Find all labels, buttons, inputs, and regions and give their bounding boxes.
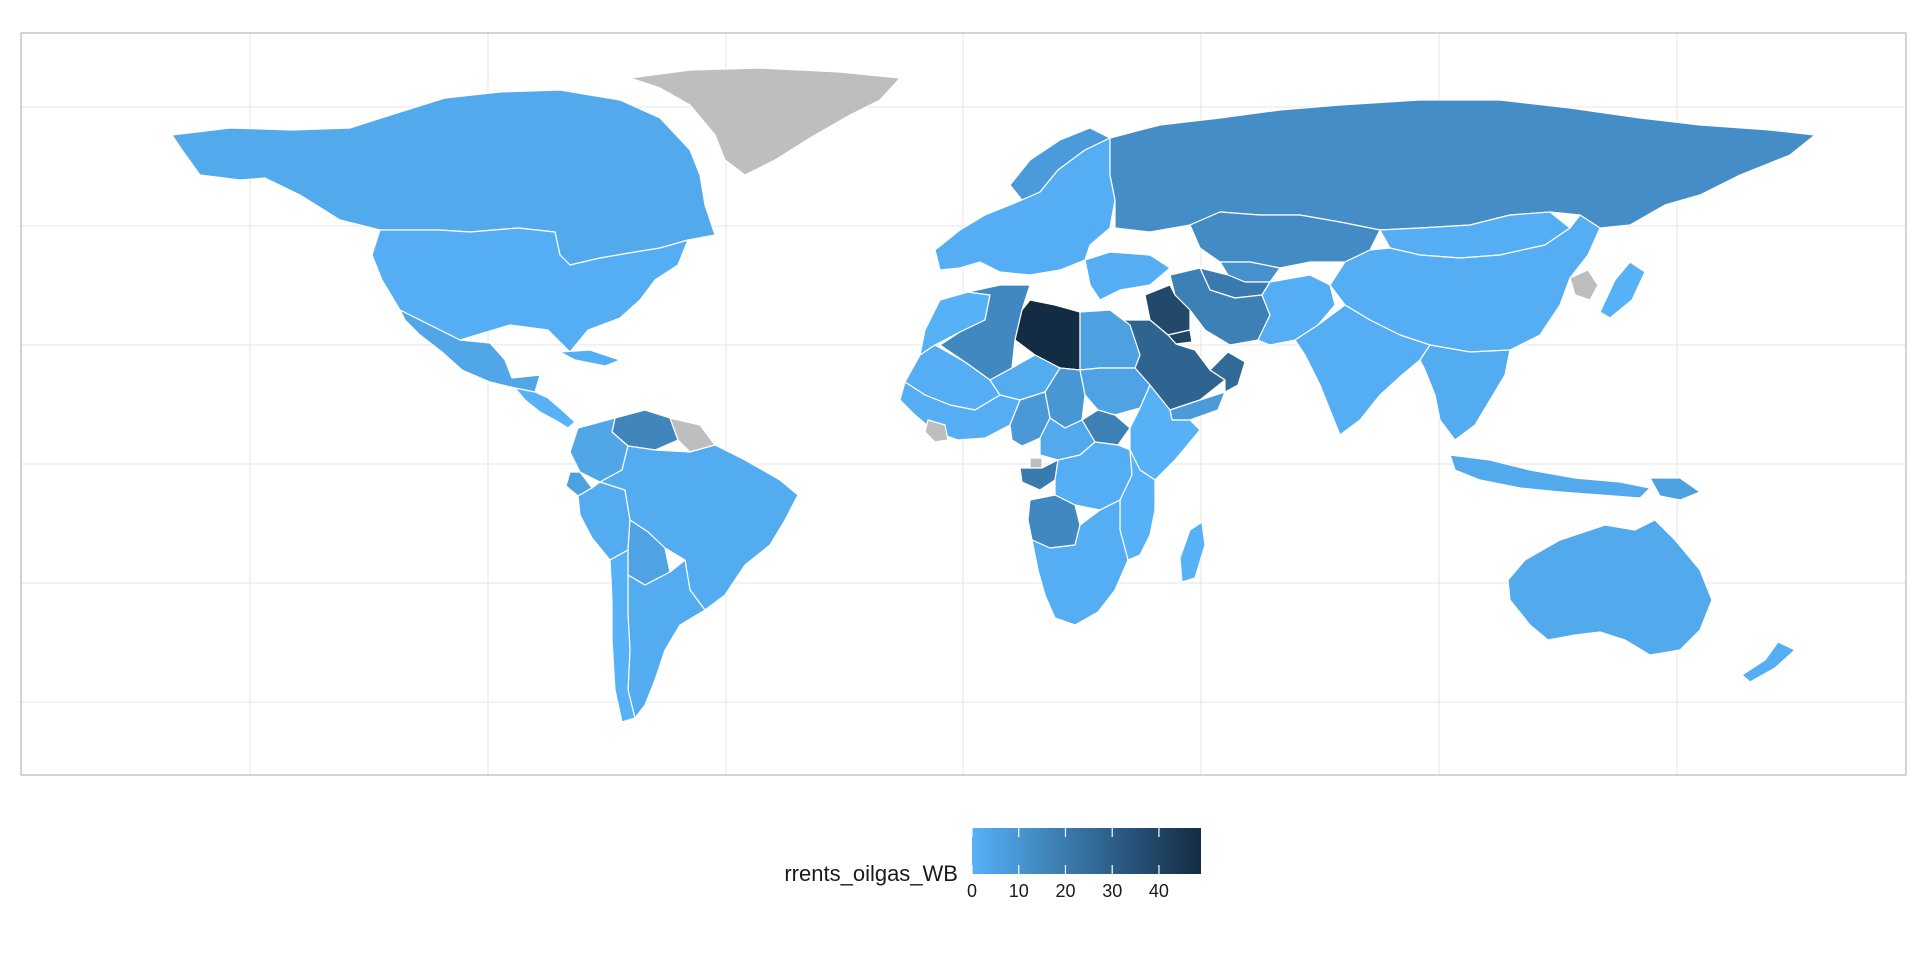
country-angola[interactable] — [1027, 494, 1081, 549]
legend-tick-label: 10 — [1009, 881, 1029, 901]
countries-layer — [171, 67, 1816, 723]
legend-colorbar — [972, 828, 1201, 874]
legend-ticks: 0 10 20 30 40 — [967, 828, 1169, 901]
country-oman[interactable] — [1209, 351, 1246, 393]
country-sierra-leone-liberia[interactable] — [924, 419, 949, 443]
country-papua-new-guinea[interactable] — [1649, 477, 1701, 501]
country-cuba[interactable] — [559, 349, 621, 367]
country-madagascar[interactable] — [1179, 521, 1206, 583]
country-japan[interactable] — [1599, 261, 1646, 319]
country-korean-peninsula[interactable] — [1569, 269, 1599, 301]
country-greenland[interactable] — [629, 67, 901, 176]
country-central-america[interactable] — [514, 387, 576, 429]
country-equatorial-guinea[interactable] — [1029, 457, 1043, 469]
country-indonesia[interactable] — [1449, 454, 1651, 499]
country-chile[interactable] — [609, 549, 636, 723]
legend-tick-label: 0 — [967, 881, 977, 901]
legend-title: rrents_oilgas_WB — [784, 861, 958, 886]
map-panel-border — [20, 32, 1907, 776]
country-southern-africa[interactable] — [1031, 499, 1129, 626]
country-southeast-asia[interactable] — [1419, 344, 1511, 441]
legend: rrents_oilgas_WB 0 10 20 30 40 — [784, 828, 1201, 901]
country-australia[interactable] — [1507, 519, 1713, 656]
legend-tick-label: 20 — [1055, 881, 1075, 901]
country-india[interactable] — [1294, 304, 1431, 436]
country-turkey-levant[interactable] — [1084, 251, 1171, 301]
country-ethiopia-horn[interactable] — [1129, 384, 1201, 481]
country-east-africa[interactable] — [1119, 449, 1156, 561]
legend-tick-label: 30 — [1102, 881, 1122, 901]
legend-tick-label: 40 — [1149, 881, 1169, 901]
country-new-zealand[interactable] — [1741, 641, 1796, 683]
